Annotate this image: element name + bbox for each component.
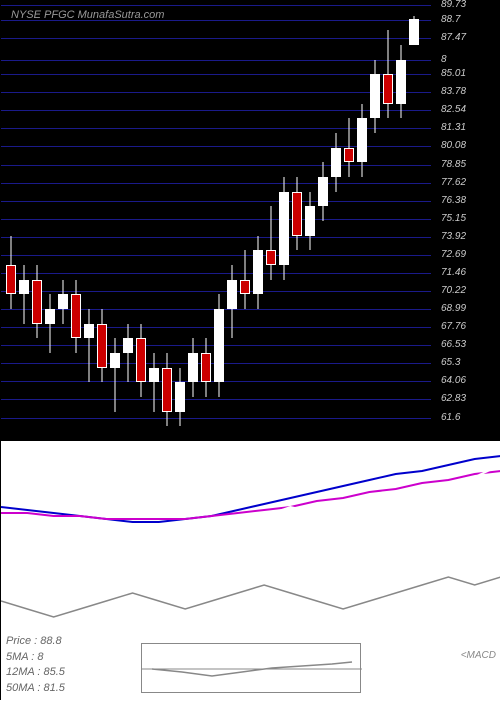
chart-container: NYSE PFGC MunafaSutra.com 89.73 88.7 87.47… xyxy=(0,0,500,700)
y-label: 76.38 xyxy=(441,195,466,206)
price-chart: NYSE PFGC MunafaSutra.com 89.73 88.7 87.47… xyxy=(1,1,500,441)
macd-panel xyxy=(1,561,500,641)
y-label: 66.53 xyxy=(441,339,466,350)
ma5-row: 5MA : 8 xyxy=(6,650,65,665)
inset-svg xyxy=(142,644,362,694)
y-label: 83.78 xyxy=(441,86,466,97)
price-label: Price xyxy=(6,635,31,647)
info-box: Price : 88.8 5MA : 8 12MA : 85.5 50MA : … xyxy=(6,634,65,696)
y-label: 77.62 xyxy=(441,177,466,188)
y-label: 71.46 xyxy=(441,267,466,278)
y-label: 8 xyxy=(441,54,447,65)
y-label: 64.06 xyxy=(441,375,466,386)
y-label: 72.69 xyxy=(441,249,466,260)
y-label: 75.15 xyxy=(441,213,466,224)
chart-title: NYSE PFGC MunafaSutra.com xyxy=(11,9,164,21)
macd-svg xyxy=(1,561,500,641)
y-label: 65.3 xyxy=(441,357,460,368)
ma12-row: 12MA : 85.5 xyxy=(6,665,65,680)
moving-average-panel xyxy=(1,441,500,561)
y-label: 62.83 xyxy=(441,393,466,404)
y-label: 78.85 xyxy=(441,159,466,170)
y-label: 87.47 xyxy=(441,32,466,43)
y-label: 70.22 xyxy=(441,285,466,296)
macd-label: <MACD xyxy=(461,650,496,661)
y-label: 73.92 xyxy=(441,231,466,242)
y-label: 89.73 xyxy=(441,0,466,10)
candlestick-series xyxy=(1,1,431,441)
indicator-area: Price : 88.8 5MA : 8 12MA : 85.5 50MA : … xyxy=(1,441,500,701)
y-label: 67.76 xyxy=(441,321,466,332)
ma50-row: 50MA : 81.5 xyxy=(6,681,65,696)
price-row: Price : 88.8 xyxy=(6,634,65,649)
y-label: 81.31 xyxy=(441,122,466,133)
price-value: : 88.8 xyxy=(34,635,62,647)
y-label: 80.08 xyxy=(441,140,466,151)
inset-box xyxy=(141,643,361,693)
y-label: 68.99 xyxy=(441,303,466,314)
y-label: 85.01 xyxy=(441,68,466,79)
y-label: 88.7 xyxy=(441,14,460,25)
y-axis-labels: 89.73 88.7 87.47 8 85.01 83.78 82.54 81.31 80.08… xyxy=(436,1,500,441)
y-label: 82.54 xyxy=(441,104,466,115)
y-label: 61.6 xyxy=(441,412,460,423)
ma-lines-svg xyxy=(1,441,500,561)
